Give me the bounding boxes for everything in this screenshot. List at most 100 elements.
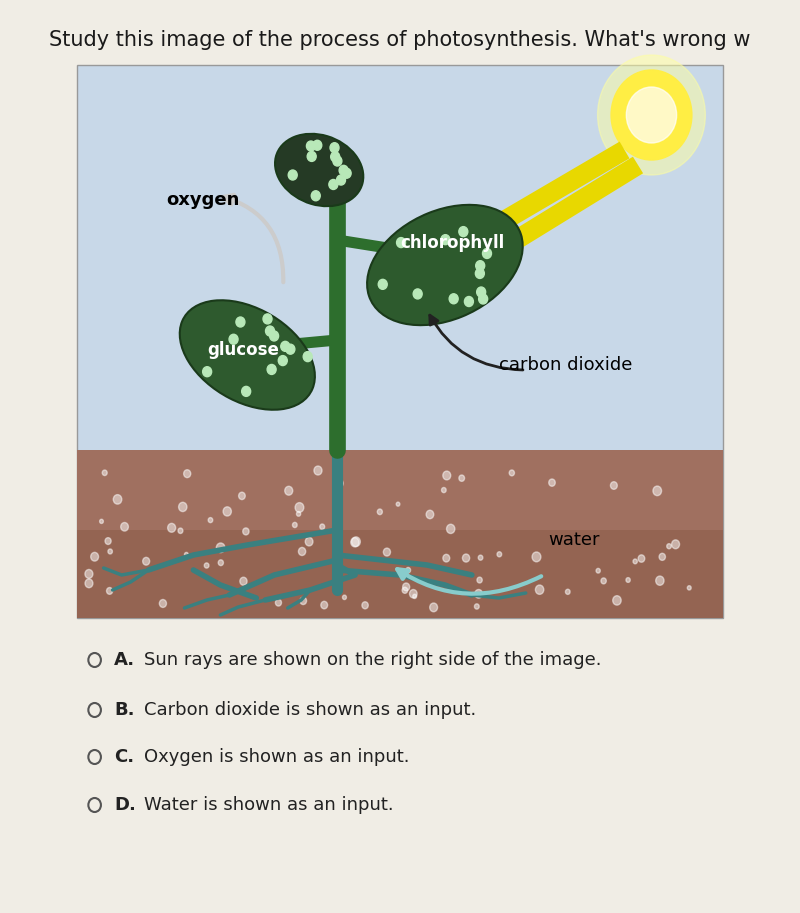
Circle shape [406, 568, 410, 572]
Circle shape [653, 486, 662, 496]
Circle shape [659, 553, 666, 561]
Circle shape [278, 355, 287, 365]
Circle shape [459, 226, 468, 236]
Circle shape [185, 552, 188, 557]
Circle shape [656, 576, 664, 585]
Circle shape [443, 554, 450, 562]
Circle shape [465, 297, 474, 307]
Circle shape [306, 538, 313, 546]
Text: Carbon dioxide is shown as an input.: Carbon dioxide is shown as an input. [144, 701, 476, 719]
Circle shape [638, 555, 645, 562]
Circle shape [330, 142, 339, 152]
Bar [77, 530, 723, 618]
Circle shape [223, 507, 231, 516]
Circle shape [178, 528, 183, 533]
Circle shape [142, 557, 150, 565]
Circle shape [295, 503, 304, 512]
Circle shape [303, 352, 312, 362]
Circle shape [321, 602, 327, 609]
Circle shape [333, 156, 342, 166]
Circle shape [85, 570, 93, 578]
Circle shape [281, 341, 290, 352]
Circle shape [383, 548, 390, 556]
Circle shape [204, 563, 209, 568]
Circle shape [626, 578, 630, 582]
Circle shape [293, 522, 297, 528]
Circle shape [566, 589, 570, 594]
Text: glucose: glucose [207, 341, 278, 359]
Circle shape [610, 482, 618, 489]
Circle shape [320, 524, 325, 530]
Circle shape [267, 364, 276, 374]
Circle shape [339, 165, 348, 175]
Circle shape [108, 549, 113, 554]
Circle shape [476, 261, 485, 270]
Circle shape [342, 168, 351, 178]
Circle shape [350, 538, 359, 547]
Circle shape [352, 537, 360, 547]
Circle shape [442, 488, 446, 493]
Circle shape [482, 248, 491, 258]
Circle shape [286, 344, 295, 354]
Circle shape [202, 367, 212, 377]
Text: D.: D. [114, 796, 136, 814]
Circle shape [236, 317, 245, 327]
Circle shape [611, 70, 692, 160]
Circle shape [378, 509, 382, 515]
Circle shape [596, 569, 600, 573]
Circle shape [298, 548, 306, 555]
Ellipse shape [367, 205, 522, 325]
Circle shape [443, 471, 450, 480]
Circle shape [159, 600, 166, 607]
Circle shape [402, 583, 410, 591]
Text: chlorophyll: chlorophyll [400, 234, 504, 252]
Text: carbon dioxide: carbon dioxide [498, 356, 632, 374]
Circle shape [306, 141, 315, 151]
Circle shape [307, 152, 316, 162]
Circle shape [413, 289, 422, 299]
Circle shape [613, 595, 621, 605]
Circle shape [362, 602, 368, 609]
Circle shape [459, 475, 465, 481]
Circle shape [266, 326, 274, 336]
Ellipse shape [275, 134, 363, 206]
Circle shape [478, 555, 483, 561]
Circle shape [342, 595, 346, 600]
Text: Study this image of the process of photosynthesis. What's wrong w: Study this image of the process of photo… [50, 30, 750, 50]
Circle shape [168, 523, 176, 532]
Circle shape [477, 287, 486, 297]
Circle shape [509, 470, 514, 476]
Circle shape [106, 587, 113, 594]
Circle shape [378, 279, 387, 289]
Circle shape [238, 492, 246, 499]
Circle shape [666, 543, 671, 549]
Circle shape [671, 540, 679, 549]
Circle shape [90, 552, 98, 561]
Bar [77, 450, 723, 618]
Circle shape [601, 578, 606, 584]
Circle shape [314, 466, 322, 475]
Circle shape [402, 587, 408, 593]
Circle shape [497, 551, 502, 557]
Circle shape [114, 495, 122, 504]
Circle shape [100, 519, 103, 523]
Circle shape [242, 528, 249, 535]
Circle shape [229, 334, 238, 344]
Circle shape [270, 331, 278, 341]
Circle shape [535, 585, 544, 594]
Circle shape [85, 579, 93, 588]
Circle shape [598, 55, 706, 175]
Circle shape [687, 586, 691, 590]
Circle shape [240, 577, 247, 585]
Circle shape [275, 599, 282, 606]
Circle shape [313, 141, 322, 151]
Text: Oxygen is shown as an input.: Oxygen is shown as an input. [144, 748, 410, 766]
Circle shape [105, 538, 111, 544]
Circle shape [300, 597, 306, 604]
Circle shape [121, 522, 129, 531]
Circle shape [102, 470, 107, 476]
Circle shape [549, 479, 555, 487]
Text: Sun rays are shown on the right side of the image.: Sun rays are shown on the right side of … [144, 651, 602, 669]
Circle shape [477, 577, 482, 583]
Circle shape [218, 560, 223, 566]
